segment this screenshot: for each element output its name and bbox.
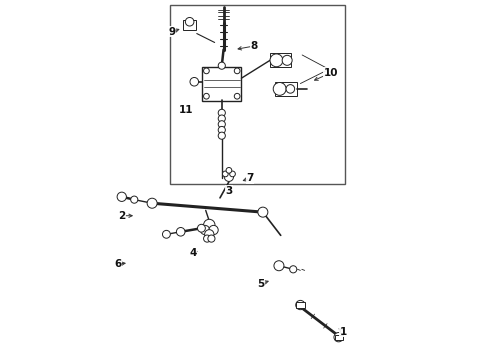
Circle shape: [234, 93, 240, 99]
Circle shape: [218, 121, 225, 128]
Text: 4: 4: [190, 248, 197, 258]
Circle shape: [270, 54, 283, 67]
Circle shape: [176, 228, 185, 236]
Text: 2: 2: [118, 211, 125, 221]
Bar: [202, 67, 242, 100]
Circle shape: [234, 68, 240, 74]
Text: 6: 6: [115, 259, 122, 269]
Text: 3: 3: [225, 186, 233, 196]
Circle shape: [230, 171, 235, 177]
Circle shape: [185, 18, 194, 26]
Circle shape: [203, 219, 215, 231]
Circle shape: [296, 300, 305, 310]
Circle shape: [218, 126, 225, 134]
Text: 9: 9: [168, 27, 175, 37]
Circle shape: [222, 171, 228, 177]
Text: 10: 10: [323, 68, 338, 78]
Bar: [296, 302, 305, 308]
Circle shape: [117, 192, 126, 202]
Circle shape: [226, 167, 232, 173]
Bar: [275, 82, 297, 96]
Circle shape: [218, 115, 225, 122]
Text: 1: 1: [340, 327, 347, 337]
Circle shape: [197, 224, 205, 232]
Circle shape: [286, 85, 294, 93]
Circle shape: [282, 55, 292, 65]
Circle shape: [205, 230, 214, 239]
Circle shape: [208, 235, 215, 242]
Circle shape: [147, 198, 157, 208]
Circle shape: [224, 172, 234, 181]
Circle shape: [218, 109, 225, 116]
Circle shape: [203, 235, 211, 242]
Circle shape: [258, 207, 268, 217]
Bar: [335, 335, 343, 340]
Text: 8: 8: [250, 41, 258, 51]
Text: 5: 5: [257, 279, 265, 289]
Circle shape: [290, 266, 297, 273]
Bar: [170, 5, 345, 184]
Bar: [183, 19, 196, 30]
Circle shape: [218, 62, 225, 69]
Circle shape: [163, 230, 171, 238]
Circle shape: [190, 77, 198, 86]
Circle shape: [334, 333, 343, 342]
Circle shape: [273, 82, 286, 95]
Circle shape: [274, 261, 284, 271]
Circle shape: [203, 93, 209, 99]
Text: 11: 11: [179, 105, 194, 115]
Text: 7: 7: [246, 173, 254, 183]
Circle shape: [203, 68, 209, 74]
Circle shape: [200, 225, 210, 235]
Bar: [270, 53, 292, 67]
Circle shape: [131, 196, 138, 203]
Circle shape: [209, 225, 218, 235]
Circle shape: [218, 132, 225, 139]
